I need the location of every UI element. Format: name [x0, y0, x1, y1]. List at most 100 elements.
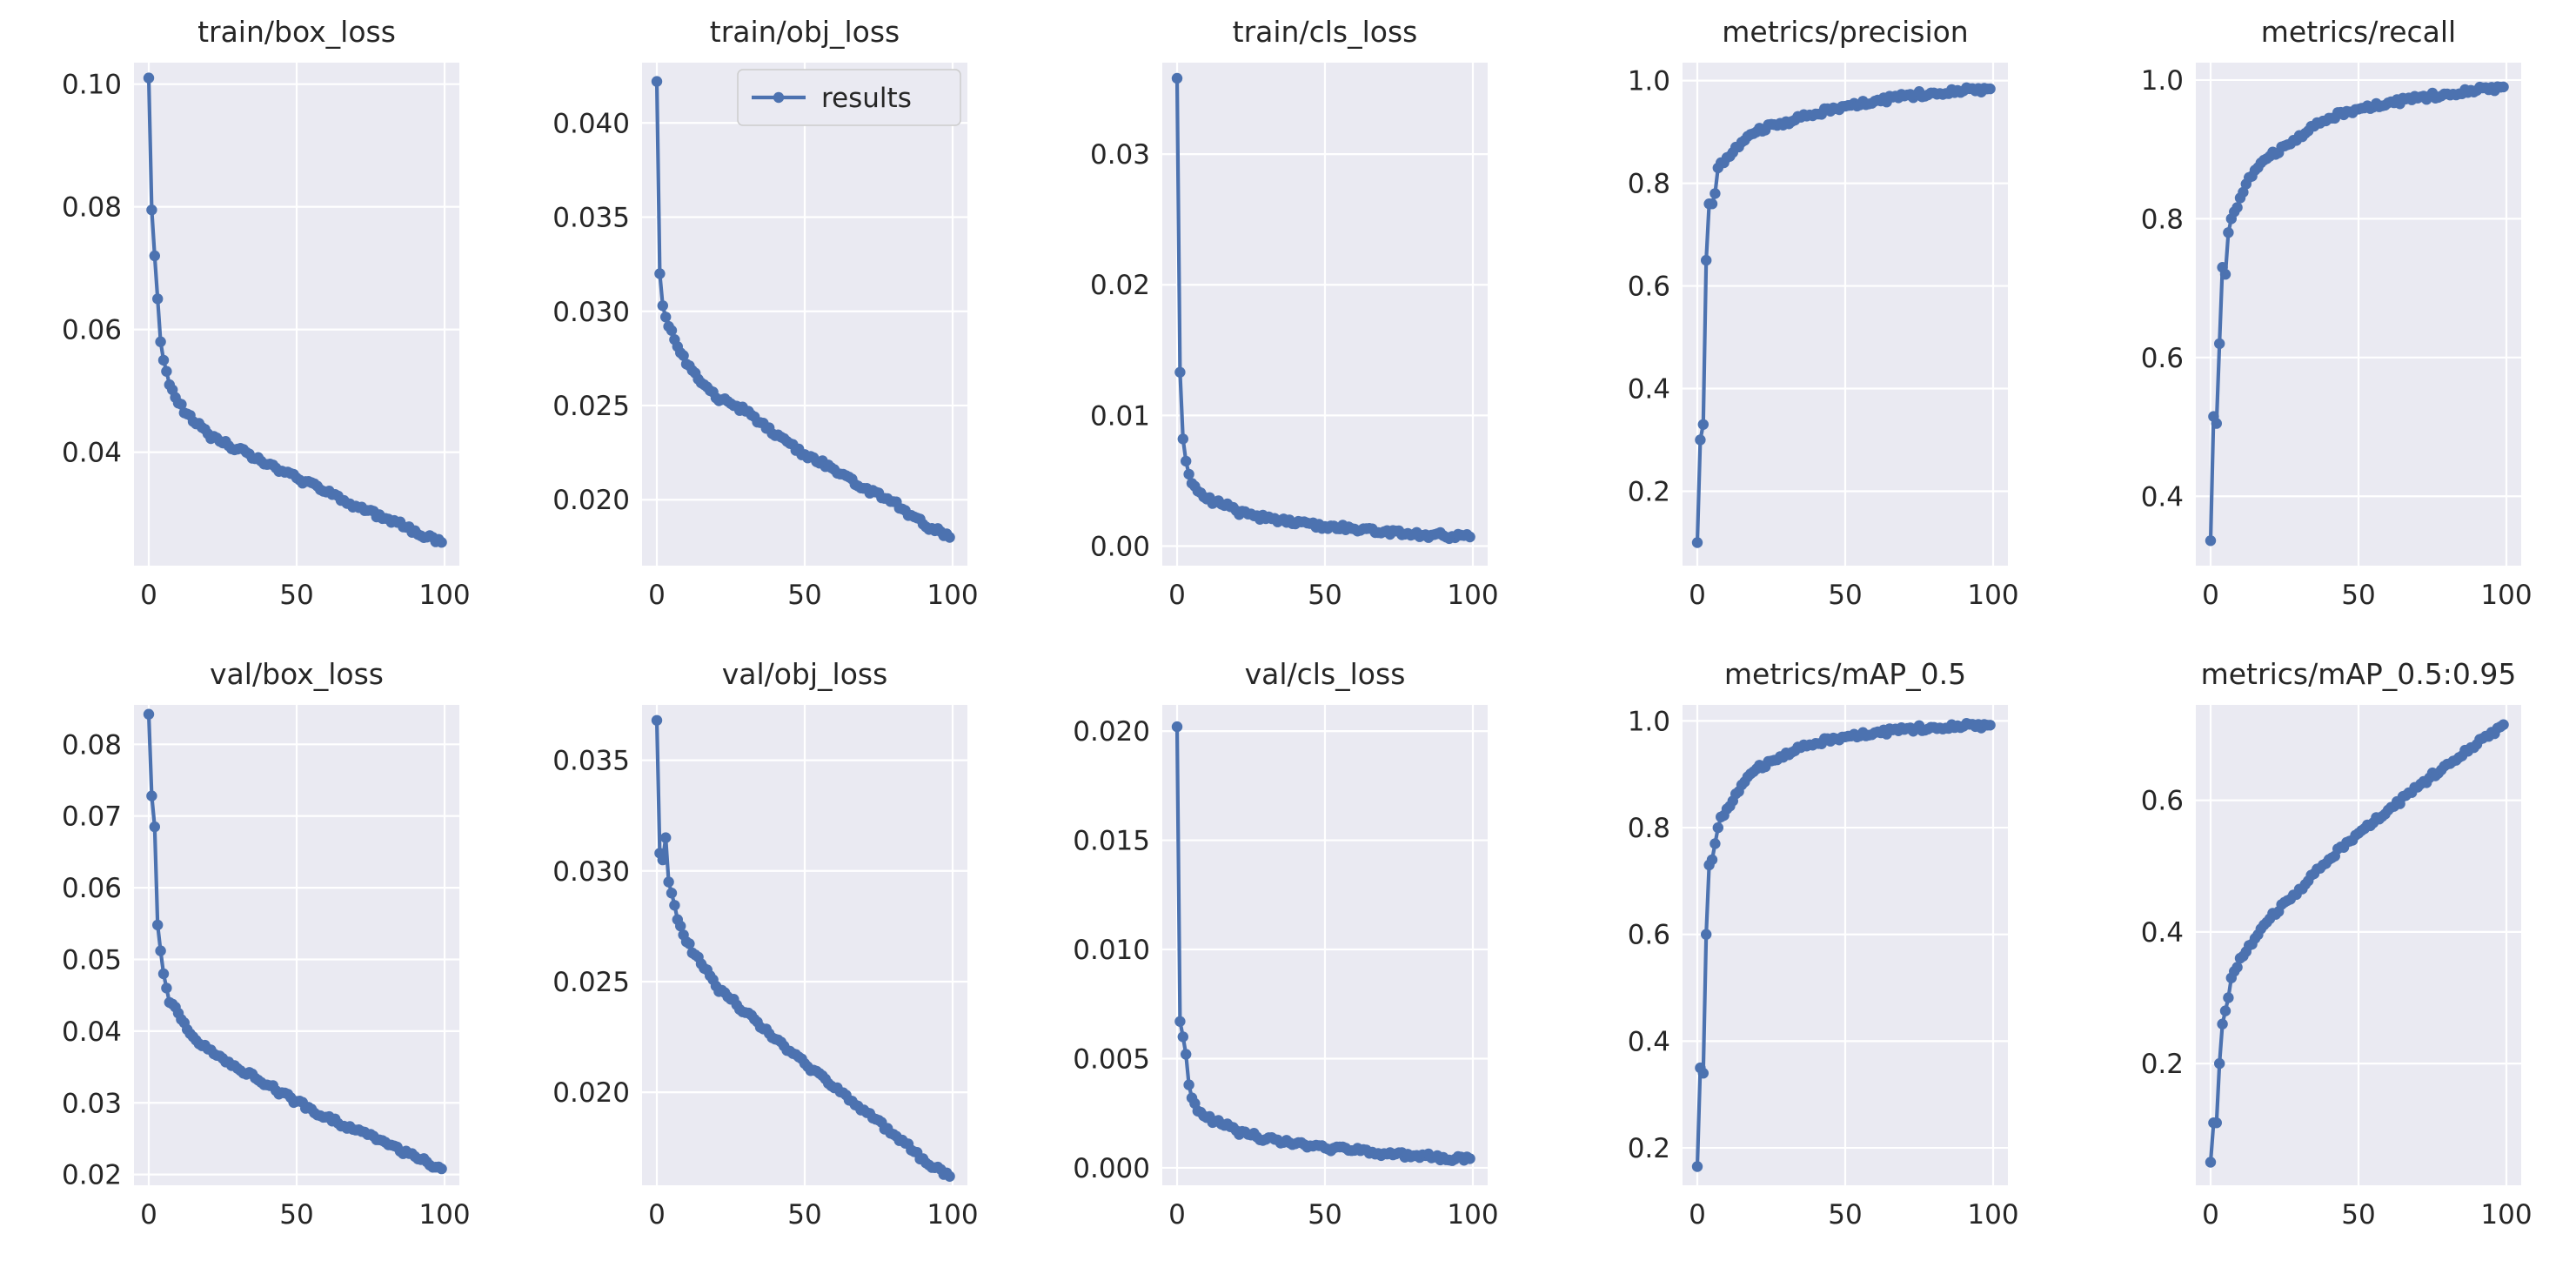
subplot-title: metrics/recall	[2261, 15, 2456, 49]
x-tick-label: 50	[787, 580, 821, 611]
data-point	[2238, 186, 2249, 198]
x-tick-label: 0	[2202, 1199, 2219, 1231]
y-tick-label: 0.2	[1628, 476, 1670, 507]
data-point	[157, 968, 170, 980]
y-tick-label: 0.6	[2141, 786, 2184, 817]
x-tick-label: 100	[2480, 580, 2532, 611]
x-tick-label: 0	[1689, 1199, 1706, 1231]
y-tick-label: 0.6	[2141, 343, 2184, 374]
data-point	[1706, 854, 1718, 866]
y-tick-label: 0.02	[1090, 270, 1150, 301]
subplot-6: 0 50 100 0.02 0.03 0.04 0.05 0.06 0.07 0.08 val/bo…	[62, 657, 471, 1231]
legend: results	[737, 69, 961, 126]
data-point	[149, 250, 160, 262]
data-point	[1181, 1049, 1192, 1060]
data-point	[1984, 83, 1996, 95]
subplot-1: 0 50 100 0.04 0.06 0.08 0.10 train/box_loss	[62, 15, 471, 611]
subplot-title: train/box_loss	[197, 15, 396, 49]
subplot-9: 0 50 100 0.2 0.4 0.6 0.8 1.0 metrics/mAP_0.5	[1628, 657, 2019, 1231]
y-tick-label: 0.035	[552, 746, 630, 777]
y-tick-label: 0.01	[1090, 400, 1150, 432]
data-point	[1171, 721, 1183, 733]
legend-box	[737, 69, 961, 126]
data-point	[1181, 455, 1192, 467]
x-tick-label: 100	[1447, 1199, 1498, 1231]
subplot-5: 0 50 100 0.4 0.6 0.8 1.0 metrics/recall	[2141, 15, 2533, 611]
y-tick-label: 0.07	[62, 801, 122, 833]
x-tick-label: 0	[140, 1199, 157, 1231]
y-tick-label: 0.08	[62, 192, 122, 224]
data-point	[944, 532, 955, 543]
x-tick-label: 0	[1168, 580, 1186, 611]
x-tick-label: 50	[2341, 1199, 2375, 1231]
subplot-10: 0 50 100 0.2 0.4 0.6 metrics/mAP_0.5:0.95	[2141, 657, 2533, 1231]
y-tick-label: 0.8	[1628, 169, 1670, 200]
data-point	[1183, 468, 1194, 480]
data-point	[2498, 719, 2509, 730]
data-point	[1464, 531, 1475, 543]
data-point	[143, 72, 155, 84]
data-point	[161, 983, 172, 994]
subplot-title: val/box_loss	[210, 657, 384, 691]
data-point	[1177, 1031, 1189, 1043]
data-point	[436, 1163, 447, 1175]
x-tick-label: 50	[279, 1199, 313, 1231]
legend-label: results	[821, 83, 912, 114]
x-tick-label: 100	[1967, 580, 2018, 611]
x-tick-label: 0	[1168, 1199, 1186, 1231]
y-tick-label: 1.0	[1628, 66, 1670, 97]
data-point	[663, 876, 674, 888]
data-point	[2219, 269, 2231, 280]
data-point	[1710, 838, 1721, 849]
x-tick-label: 0	[140, 580, 157, 611]
y-tick-label: 0.00	[1090, 531, 1150, 562]
y-tick-label: 1.0	[1628, 706, 1670, 737]
y-tick-label: 0.015	[1073, 826, 1150, 857]
data-point	[1701, 929, 1712, 940]
x-tick-label: 50	[1308, 1199, 1342, 1231]
data-point	[1984, 720, 1996, 731]
x-tick-label: 100	[1447, 580, 1498, 611]
y-tick-label: 1.0	[2141, 65, 2184, 97]
x-tick-label: 50	[1828, 580, 1862, 611]
data-point	[155, 945, 166, 956]
data-point	[1464, 1153, 1475, 1164]
x-tick-label: 100	[418, 580, 470, 611]
subplot-3: 0 50 100 0.00 0.01 0.02 0.03 train/cls_loss	[1090, 15, 1499, 611]
y-tick-label: 0.2	[2141, 1049, 2184, 1080]
data-point	[1183, 1079, 1194, 1090]
y-tick-label: 0.025	[552, 391, 630, 422]
data-point	[157, 354, 170, 366]
y-tick-label: 0.035	[552, 203, 630, 234]
y-tick-label: 0.6	[1628, 920, 1670, 951]
subplot-8: 0 50 100 0.000 0.005 0.010 0.015 0.020 val/cls_l…	[1073, 657, 1498, 1231]
y-tick-label: 0.020	[552, 485, 630, 516]
y-tick-label: 0.010	[1073, 935, 1150, 966]
y-tick-label: 0.000	[1073, 1153, 1150, 1184]
data-point	[678, 350, 689, 361]
data-point	[146, 205, 157, 216]
x-tick-label: 50	[1828, 1199, 1862, 1231]
legend-marker-icon	[773, 91, 785, 104]
subplot-2: 0 50 100 0.020 0.025 0.030 0.035 0.040 train/obj…	[552, 15, 978, 611]
data-point	[657, 300, 668, 312]
data-point	[1174, 366, 1186, 378]
data-point	[2498, 81, 2509, 93]
x-tick-label: 100	[927, 580, 978, 611]
x-tick-label: 50	[1308, 580, 1342, 611]
data-point	[2211, 1117, 2222, 1129]
data-point	[149, 821, 160, 833]
y-tick-label: 0.4	[1628, 374, 1670, 406]
data-point	[1706, 198, 1718, 210]
data-point	[1695, 434, 1706, 446]
x-tick-label: 50	[787, 1199, 821, 1231]
x-tick-label: 100	[2480, 1199, 2532, 1231]
y-tick-label: 0.04	[62, 438, 122, 469]
data-point	[152, 293, 164, 305]
y-tick-label: 0.06	[62, 873, 122, 904]
data-point	[2205, 1157, 2217, 1168]
data-point	[1710, 188, 1721, 199]
data-point	[666, 887, 678, 899]
data-point	[2205, 535, 2217, 547]
x-tick-label: 0	[2202, 580, 2219, 611]
